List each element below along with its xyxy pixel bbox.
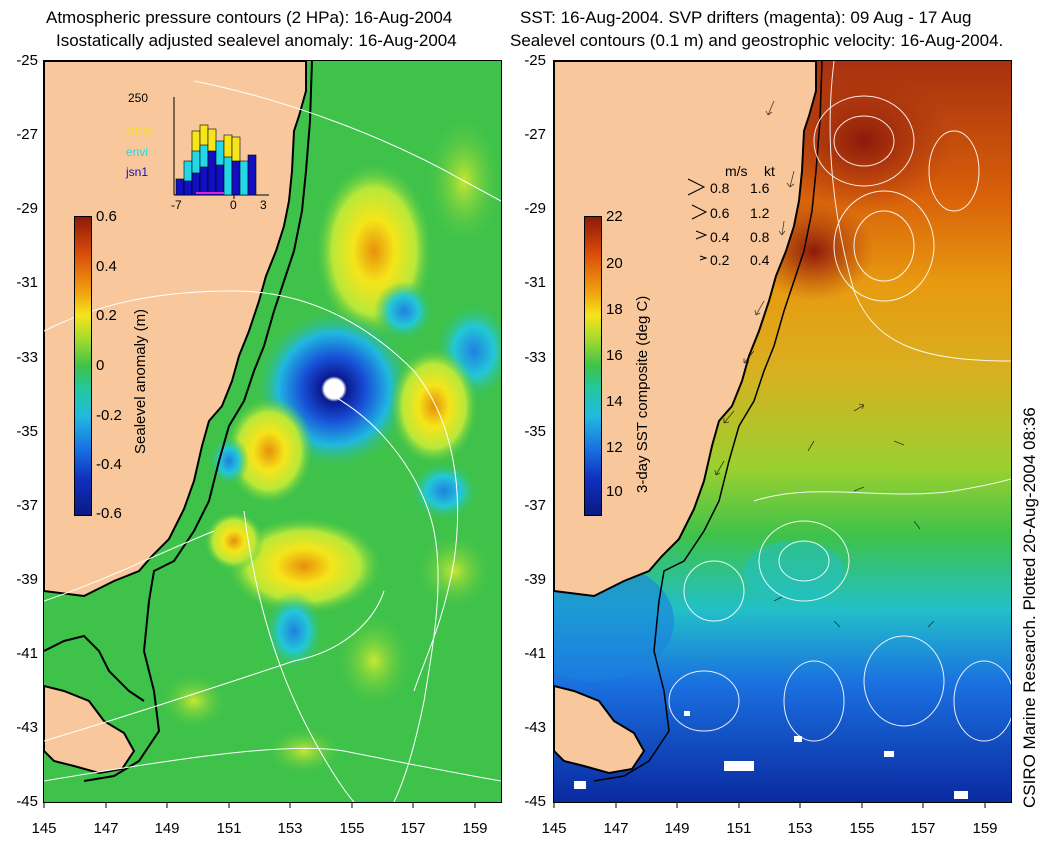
right-lon-tick: 155 (849, 820, 875, 837)
velocity-legend-arrows (687, 178, 708, 261)
right-lat-tick: -41 (524, 645, 546, 662)
velocity-legend-ms: 0.4 (710, 229, 730, 245)
left-lat-tick: -25 (16, 52, 38, 69)
left-lon-tick: 151 (216, 820, 242, 837)
right-lon-tick: 145 (541, 820, 567, 837)
velocity-legend-header-kt: kt (764, 163, 775, 179)
velocity-legend-kt: 0.8 (750, 229, 770, 245)
right-lat-tick: -37 (524, 497, 546, 514)
tasmania (554, 684, 646, 775)
left-title-line-1: Atmospheric pressure contours (2 HPa): 1… (46, 8, 453, 27)
left-lat-tick: -33 (16, 349, 38, 366)
velocity-legend-kt: 1.2 (750, 205, 770, 221)
left-lon-tick: 157 (400, 820, 426, 837)
inset-xtick-zero: 0 (230, 198, 237, 212)
sealevel-colorbar-tick: -0.6 (96, 505, 122, 522)
right-lat-tick: -45 (524, 793, 546, 810)
pass-count-inset: 250 GFO envi jsn1 (124, 91, 284, 216)
left-lat-tick: -39 (16, 571, 38, 588)
right-lat-tick: -25 (524, 52, 546, 69)
velocity-legend-kt: 0.4 (750, 252, 770, 268)
velocity-legend-ms: 0.8 (710, 180, 730, 196)
velocity-legend-ms: 0.2 (710, 252, 730, 268)
sst-colorbar-tick: 22 (606, 208, 623, 225)
right-lon-tick: 157 (910, 820, 936, 837)
right-lat-tick: -27 (524, 126, 546, 143)
sealevel-colorbar-tick: -0.2 (96, 407, 122, 424)
velocity-legend-kt: 1.6 (750, 180, 770, 196)
right-lat-tick: -39 (524, 571, 546, 588)
left-lon-tick: 155 (339, 820, 365, 837)
left-lat-tick: -37 (16, 497, 38, 514)
sst-colorbar-tick: 18 (606, 301, 623, 318)
sst-colorbar-tick: 10 (606, 483, 623, 500)
inset-legend-gfo: GFO (126, 125, 152, 139)
left-lon-tick: 147 (93, 820, 119, 837)
left-title-line-2: Isostatically adjusted sealevel anomaly:… (56, 31, 457, 50)
sealevel-colorbar-tick: 0 (96, 357, 105, 374)
inset-ymax-label: 250 (128, 91, 149, 105)
velocity-legend: m/s kt 0.8 1.6 0.6 1.2 0.4 0.8 0.2 0.4 (680, 163, 790, 273)
credit-text: CSIRO Marine Research. Plotted 20-Aug-20… (1020, 407, 1039, 808)
sst-colorbar-tick: 14 (606, 393, 623, 410)
sealevel-colorbar-label: Sealevel anomaly (m) (132, 308, 149, 454)
inset-xtick-max: 3 (260, 198, 267, 212)
left-lon-tick: 149 (154, 820, 180, 837)
left-lat-tick: -27 (16, 126, 38, 143)
left-lat-tick: -43 (16, 719, 38, 736)
sealevel-colorbar (74, 216, 92, 516)
sst-colorbar-label: 3-day SST composite (deg C) (634, 295, 651, 493)
sst-colorbar-tick: 12 (606, 439, 623, 456)
sst-colorbar (584, 216, 602, 516)
sealevel-anomaly-map: 250 GFO envi jsn1 (44, 61, 501, 802)
australia-mainland (554, 61, 817, 598)
velocity-legend-ms: 0.6 (710, 205, 730, 221)
sealevel-colorbar-tick: -0.4 (96, 456, 122, 473)
sst-colorbar-tick: 20 (606, 255, 623, 272)
inset-bars: -7 0 3 (171, 97, 269, 212)
inset-legend-envi: envi (126, 145, 149, 159)
left-lon-tick: 145 (31, 820, 57, 837)
sealevel-colorbar-tick: 0.2 (96, 307, 117, 324)
right-lon-tick: 149 (664, 820, 690, 837)
right-lon-tick: 147 (603, 820, 629, 837)
sst-colorbar-tick: 16 (606, 347, 623, 364)
tasmania (44, 684, 136, 775)
left-lat-tick: -29 (16, 200, 38, 217)
sealevel-colorbar-tick: 0.4 (96, 258, 117, 275)
left-lon-tick: 159 (462, 820, 488, 837)
sst-map: 22 20 18 16 14 12 10 3-day SST composite… (554, 61, 1011, 802)
right-lon-tick: 151 (726, 820, 752, 837)
inset-xtick-min: -7 (171, 198, 182, 212)
left-lat-tick: -31 (16, 274, 38, 291)
sst-field (554, 61, 1011, 802)
right-lat-tick: -35 (524, 423, 546, 440)
left-lon-tick: 153 (277, 820, 303, 837)
right-lat-tick: -33 (524, 349, 546, 366)
right-lon-tick: 159 (972, 820, 998, 837)
left-lat-tick: -45 (16, 793, 38, 810)
right-lat-tick: -31 (524, 274, 546, 291)
velocity-legend-header-ms: m/s (725, 163, 748, 179)
right-title-line-1: SST: 16-Aug-2004. SVP drifters (magenta)… (520, 8, 972, 27)
inset-legend-jsn1: jsn1 (126, 165, 149, 179)
right-lat-tick: -43 (524, 719, 546, 736)
right-title-line-2: Sealevel contours (0.1 m) and geostrophi… (510, 31, 1004, 50)
left-lat-tick: -35 (16, 423, 38, 440)
sealevel-colorbar-tick: 0.6 (96, 208, 117, 225)
right-lat-tick: -29 (524, 200, 546, 217)
right-lon-tick: 153 (787, 820, 813, 837)
left-lat-tick: -41 (16, 645, 38, 662)
